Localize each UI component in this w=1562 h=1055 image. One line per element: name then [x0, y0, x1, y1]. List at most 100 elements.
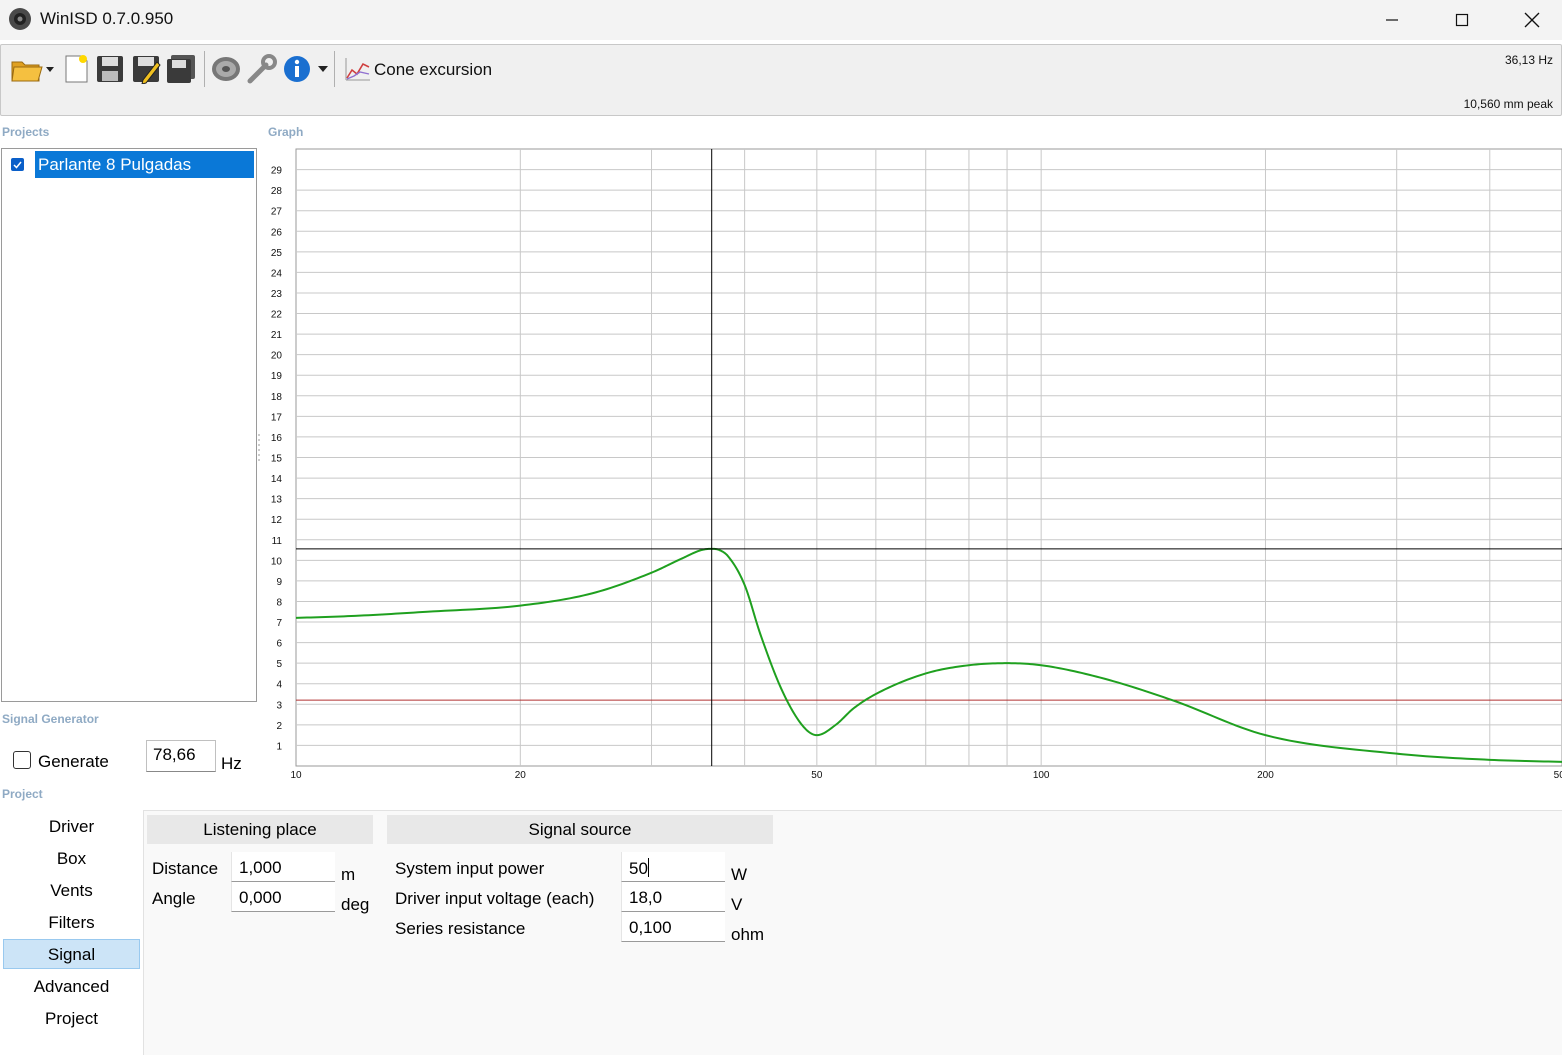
input-voltage-unit: V	[731, 895, 743, 914]
input-voltage-input[interactable]: 18,0	[621, 882, 725, 912]
x-tick-label: 100	[1033, 770, 1050, 781]
tools-button[interactable]	[245, 52, 279, 86]
save-disk-icon	[97, 56, 123, 82]
generator-frequency-unit: Hz	[221, 754, 242, 773]
y-tick-label: 20	[271, 351, 283, 362]
nav-vents[interactable]: Vents	[50, 881, 93, 900]
y-tick-label: 16	[271, 433, 283, 444]
y-tick-label: 12	[271, 515, 283, 526]
series-resistance-unit: ohm	[731, 925, 765, 944]
save-button[interactable]	[93, 52, 127, 86]
x-tick-label: 20	[515, 770, 527, 781]
open-project-button[interactable]	[9, 52, 55, 86]
input-voltage-label: Driver input voltage (each)	[395, 889, 595, 908]
y-tick-label: 24	[271, 268, 283, 279]
y-tick-label: 9	[276, 577, 282, 588]
y-tick-label: 5	[276, 659, 282, 670]
signal-source-header: Signal source	[387, 815, 773, 844]
y-tick-label: 10	[271, 556, 283, 567]
y-tick-label: 15	[271, 454, 283, 465]
x-tick-label: 200	[1257, 770, 1274, 781]
save-all-icon	[167, 55, 195, 83]
wrench-icon	[247, 54, 277, 84]
graph-type-icon-button[interactable]	[340, 52, 374, 86]
series-layer	[295, 149, 1562, 766]
y-tick-label: 11	[272, 536, 283, 547]
driver-editor-button[interactable]	[209, 52, 243, 86]
project-section-label: Project	[2, 787, 43, 801]
save-as-button[interactable]	[129, 52, 163, 86]
toolbar-separator	[334, 51, 335, 87]
nav-advanced[interactable]: Advanced	[33, 977, 110, 996]
nav-project[interactable]: Project	[45, 1009, 98, 1028]
series-resistance-label: Series resistance	[395, 919, 526, 938]
distance-label: Distance	[152, 859, 219, 878]
text-caret	[647, 858, 649, 877]
angle-input[interactable]: 0,000	[231, 882, 335, 912]
x-tick-label: 500	[1554, 770, 1562, 781]
input-power-value: 50	[629, 859, 648, 878]
close-button[interactable]	[1497, 0, 1562, 40]
nav-driver[interactable]: Driver	[48, 817, 95, 836]
nav-filters[interactable]: Filters	[48, 913, 95, 932]
y-tick-label: 27	[271, 207, 283, 218]
project-visible-checkbox[interactable]	[11, 158, 24, 171]
title-bar: WinISD 0.7.0.950	[0, 0, 1562, 40]
open-folder-icon	[11, 61, 54, 82]
signal-settings-pane: Listening place Distance 1,000 m Angle 0…	[143, 810, 1562, 1055]
save-as-icon	[133, 56, 161, 84]
angle-unit: deg	[341, 895, 370, 914]
y-tick-label: 8	[276, 597, 282, 608]
y-tick-label: 7	[276, 618, 282, 629]
listening-place-header: Listening place	[147, 815, 373, 844]
splitter-grip-icon[interactable]	[257, 432, 263, 462]
input-power-label: System input power	[395, 859, 545, 878]
graph-type-label[interactable]: Cone excursion	[374, 60, 493, 79]
project-list-item[interactable]: Parlante 8 Pulgadas	[35, 151, 254, 178]
nav-signal[interactable]: Signal	[3, 939, 140, 969]
projects-section-label: Projects	[2, 125, 50, 139]
maximize-button[interactable]	[1427, 0, 1497, 40]
maximize-icon	[1455, 13, 1469, 27]
y-tick-label: 13	[271, 495, 283, 506]
new-document-icon	[65, 55, 88, 83]
y-tick-label: 2	[276, 721, 282, 732]
y-tick-label: 26	[271, 227, 283, 238]
generate-label[interactable]: Generate	[38, 752, 109, 771]
excursion-curve	[295, 547, 1562, 763]
grid	[296, 149, 1562, 766]
distance-input[interactable]: 1,000	[231, 852, 335, 882]
y-tick-label: 3	[276, 700, 282, 711]
app-speaker-icon	[9, 8, 31, 30]
cone-excursion-graph[interactable]: 1234567891011121314151617181920212223242…	[264, 148, 1562, 788]
close-icon	[1524, 12, 1540, 28]
series-resistance-input[interactable]: 0,100	[621, 912, 725, 942]
line-chart-icon	[345, 58, 370, 81]
y-tick-label: 17	[271, 412, 283, 423]
y-tick-label: 6	[276, 639, 282, 650]
save-all-button[interactable]	[164, 52, 198, 86]
projects-list[interactable]: Parlante 8 Pulgadas	[1, 148, 257, 702]
y-tick-label: 19	[271, 371, 283, 382]
generator-frequency-input[interactable]: 78,66	[146, 740, 216, 772]
y-tick-label: 23	[271, 289, 283, 300]
y-tick-label: 14	[271, 474, 283, 485]
y-tick-label: 1	[276, 741, 282, 752]
cursor-frequency-readout: 36,13 Hz	[1504, 53, 1553, 67]
info-button[interactable]	[281, 52, 331, 86]
minimize-button[interactable]	[1357, 0, 1427, 40]
graph-section-label: Graph	[268, 125, 304, 139]
input-power-input[interactable]: 50	[621, 852, 725, 882]
angle-label: Angle	[152, 889, 196, 908]
axis-ticks: 1234567891011121314151617181920212223242…	[271, 166, 1562, 781]
y-tick-label: 29	[271, 166, 283, 177]
y-tick-label: 28	[271, 186, 283, 197]
cursor-value-readout: 10,560 mm peak	[1463, 97, 1553, 111]
y-tick-label: 25	[271, 248, 283, 259]
minimize-icon	[1386, 19, 1398, 21]
generate-checkbox[interactable]	[13, 751, 31, 769]
y-tick-label: 18	[271, 392, 283, 403]
x-tick-label: 10	[290, 770, 302, 781]
new-project-button[interactable]	[59, 52, 93, 86]
nav-box[interactable]: Box	[56, 849, 87, 868]
